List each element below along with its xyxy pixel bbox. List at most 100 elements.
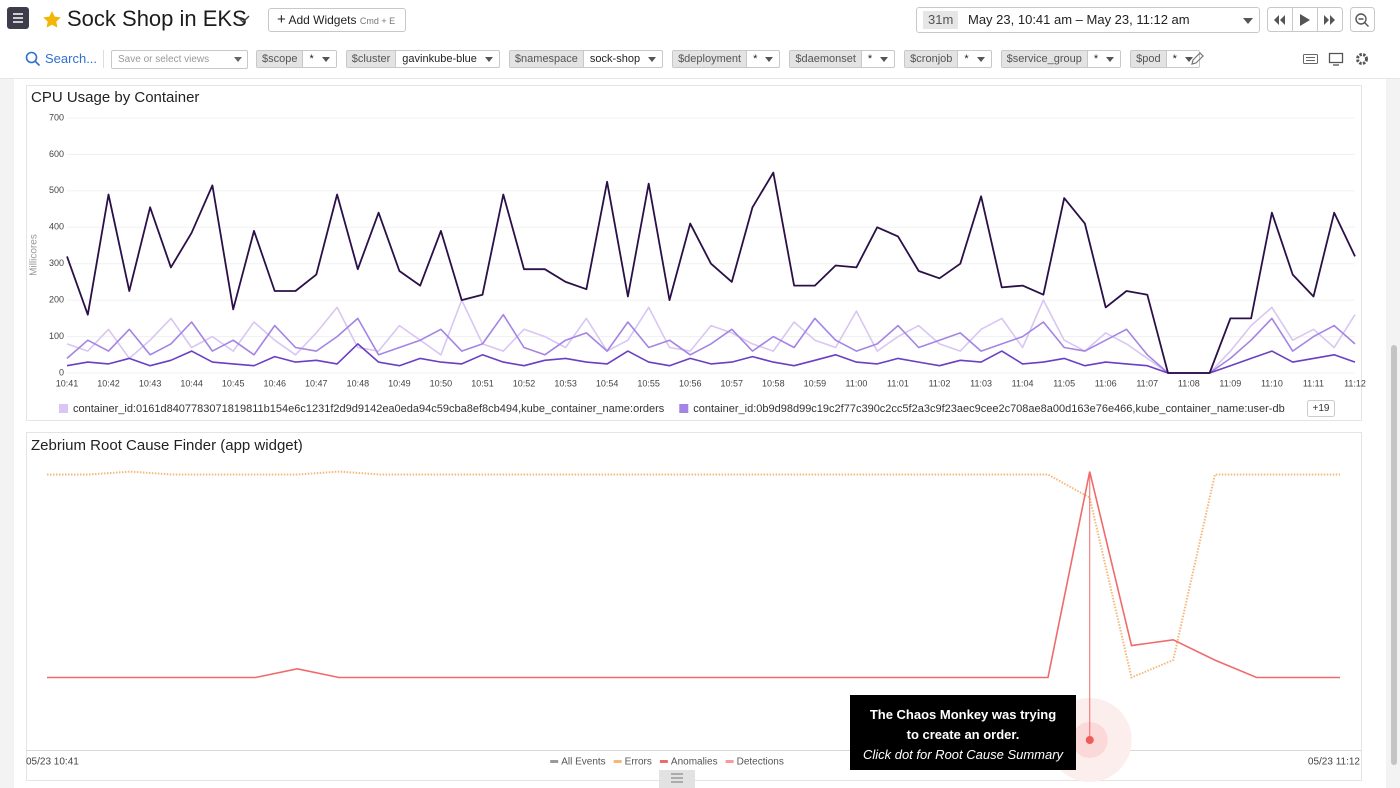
x-tick-label: 10:42: [97, 378, 120, 388]
widget-title: CPU Usage by Container: [31, 89, 199, 106]
series-line: [66, 343, 1356, 374]
filter-chip[interactable]: $scope *: [256, 50, 337, 68]
x-tick-label: 10:50: [430, 378, 453, 388]
x-axis-start: 05/23 10:41: [26, 757, 79, 768]
x-axis-end: 05/23 11:12: [1308, 757, 1361, 768]
legend-label: container_id:0161d8407783071819811b154e6…: [73, 403, 665, 415]
x-tick-label: 10:54: [596, 378, 619, 388]
filter-value: *: [1088, 51, 1120, 67]
menu-button[interactable]: [7, 7, 29, 29]
time-caret: [1243, 18, 1253, 29]
filter-name: $cluster: [346, 51, 397, 67]
filter-name: $namespace: [509, 51, 584, 67]
x-tick-label: 11:07: [1136, 378, 1158, 388]
detection-annotation[interactable]: The Chaos Monkey was trying to create an…: [850, 695, 1076, 770]
filter-value: *: [303, 51, 335, 67]
x-tick-label: 11:05: [1053, 378, 1075, 388]
legend-label: container_id:0b9d98d99c19c2f77c390c2cc5f…: [693, 403, 1284, 415]
drawer-icon: [671, 773, 683, 783]
legend-label: Errors: [625, 757, 652, 768]
x-tick-label: 10:56: [679, 378, 702, 388]
time-selector[interactable]: 31m May 23, 10:41 am – May 23, 11:12 am: [916, 7, 1260, 33]
edit-icon[interactable]: [1189, 51, 1205, 67]
widget-frame: [26, 432, 1362, 781]
x-tick-label: 11:01: [887, 378, 909, 388]
x-tick-label: 11:00: [845, 378, 867, 388]
filter-value: *: [958, 51, 990, 67]
add-widgets-button[interactable]: + Add Widgets Cmd + E: [268, 8, 406, 32]
legend-label: Anomalies: [671, 757, 718, 768]
time-span: 31m: [923, 11, 959, 29]
y-tick-label: 200: [49, 295, 64, 305]
add-widgets-label: Add Widgets: [288, 13, 357, 27]
filter-chip[interactable]: $service_group *: [1000, 50, 1122, 68]
left-gutter: [0, 78, 14, 788]
legend-swatch: [725, 760, 734, 763]
filter-chip[interactable]: $daemonset *: [789, 50, 896, 68]
x-tick-label: 10:43: [139, 378, 162, 388]
filter-value: *: [747, 51, 779, 67]
filter-value: sock-shop: [584, 51, 662, 67]
scroll-thumb[interactable]: [1391, 345, 1397, 765]
x-tick-label: 11:06: [1095, 378, 1117, 388]
detection-dot[interactable]: [1085, 736, 1094, 744]
filter-chip[interactable]: $namespace sock-shop: [508, 50, 664, 68]
drawer-handle[interactable]: [659, 770, 695, 788]
x-tick-label: 11:10: [1261, 378, 1283, 388]
y-tick-label: 100: [49, 331, 64, 341]
filter-chip[interactable]: $pod *: [1130, 50, 1200, 68]
x-tick-label: 10:52: [513, 378, 536, 388]
settings-icon[interactable]: [1356, 53, 1368, 65]
title-chevron[interactable]: [236, 14, 250, 24]
legend: All Events Errors Anomalies Detections: [550, 757, 784, 768]
x-tick-label: 11:04: [1012, 378, 1034, 388]
series-line: [66, 171, 1356, 374]
tv-icon[interactable]: [1328, 52, 1344, 64]
y-axis-label: Millicores: [29, 234, 40, 276]
x-tick-label: 10:47: [305, 378, 328, 388]
legend-swatch: [59, 404, 68, 413]
views-select[interactable]: Save or select views: [111, 50, 248, 69]
filter-value: *: [1167, 51, 1199, 67]
y-tick-label: 600: [49, 149, 64, 159]
x-tick-label: 10:58: [762, 378, 785, 388]
legend-label: All Events: [561, 757, 605, 768]
filter-name: $daemonset: [790, 51, 862, 67]
x-tick-label: 10:51: [471, 378, 494, 388]
x-tick-label: 11:11: [1303, 378, 1324, 388]
x-tick-label: 11:02: [929, 378, 951, 388]
legend-swatch: [679, 404, 689, 413]
filter-name: $deployment: [673, 51, 748, 67]
x-tick-label: 10:48: [347, 378, 370, 388]
filter-chip[interactable]: $cluster gavinkube-blue: [345, 50, 500, 68]
legend-more[interactable]: +19: [1313, 403, 1330, 414]
filter-chip[interactable]: $cronjob *: [904, 50, 992, 68]
y-tick-label: 400: [49, 222, 64, 232]
view-icons: [1303, 52, 1368, 66]
template-variables: $scope * $cluster gavinkube-blue $namespace s…: [256, 50, 1200, 68]
filter-name: $service_group: [1001, 51, 1088, 67]
x-tick-label: 11:12: [1344, 378, 1366, 388]
annotation-note: Click dot for Root Cause Summary: [862, 747, 1064, 762]
keyboard-icon[interactable]: [1303, 54, 1318, 64]
y-tick-label: 0: [59, 367, 64, 377]
rewind-icon[interactable]: [1274, 15, 1285, 25]
forward-icon[interactable]: [1324, 15, 1335, 25]
filter-name: $pod: [1131, 51, 1167, 67]
series-line: [47, 471, 1340, 679]
play-icon[interactable]: [1300, 14, 1310, 26]
filter-name: $cronjob: [905, 51, 959, 67]
dashboard-title[interactable]: Sock Shop in EKS: [67, 6, 247, 31]
x-tick-label: 10:44: [180, 378, 203, 388]
menu-icon: [13, 13, 23, 23]
filter-chip[interactable]: $deployment *: [672, 50, 781, 68]
time-range: May 23, 10:41 am – May 23, 11:12 am: [968, 12, 1190, 27]
filter-value: *: [862, 51, 894, 67]
x-tick-label: 10:57: [721, 378, 744, 388]
legend-more-button[interactable]: [1307, 400, 1335, 417]
x-tick-label: 10:49: [388, 378, 411, 388]
top-bar: Sock Shop in EKS + Add Widgets Cmd + E 3…: [0, 0, 1400, 79]
search[interactable]: Search...: [45, 51, 98, 66]
favorite-star[interactable]: [42, 10, 62, 30]
